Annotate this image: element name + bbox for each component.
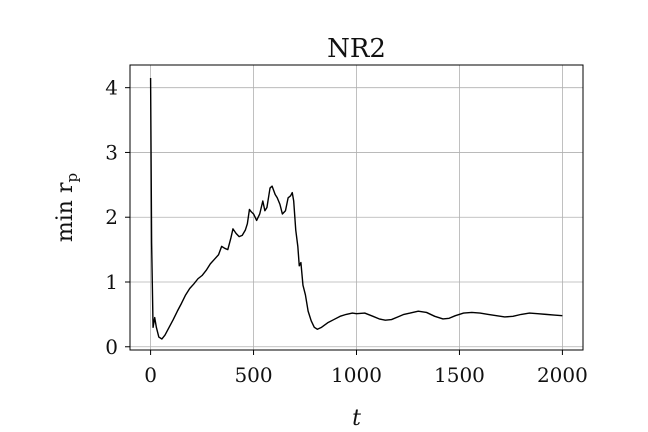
y-axis-label-main: min r (53, 182, 78, 242)
y-axis-label-subscript: p (63, 173, 81, 183)
chart-title: NR2 (327, 34, 386, 64)
x-tick-label: 500 (234, 363, 272, 387)
x-tick-label: 0 (144, 363, 157, 387)
y-tick-label: 0 (105, 335, 118, 359)
y-tick-label: 2 (105, 205, 118, 229)
y-axis-label: min rp (53, 173, 81, 242)
x-tick-label: 1000 (331, 363, 382, 387)
y-tick-label: 3 (105, 140, 118, 164)
x-tick-label: 1500 (434, 363, 485, 387)
y-tick-label: 1 (105, 270, 118, 294)
y-tick-label: 4 (105, 76, 118, 100)
tick-layer: 0 500 1000 1500 2000 0 1 2 3 4 (105, 76, 588, 387)
x-tick-label: 2000 (537, 363, 588, 387)
series-line (149, 77, 563, 340)
plot-frame (129, 64, 584, 351)
grid-layer (130, 65, 583, 350)
x-axis-label: t (352, 406, 361, 431)
